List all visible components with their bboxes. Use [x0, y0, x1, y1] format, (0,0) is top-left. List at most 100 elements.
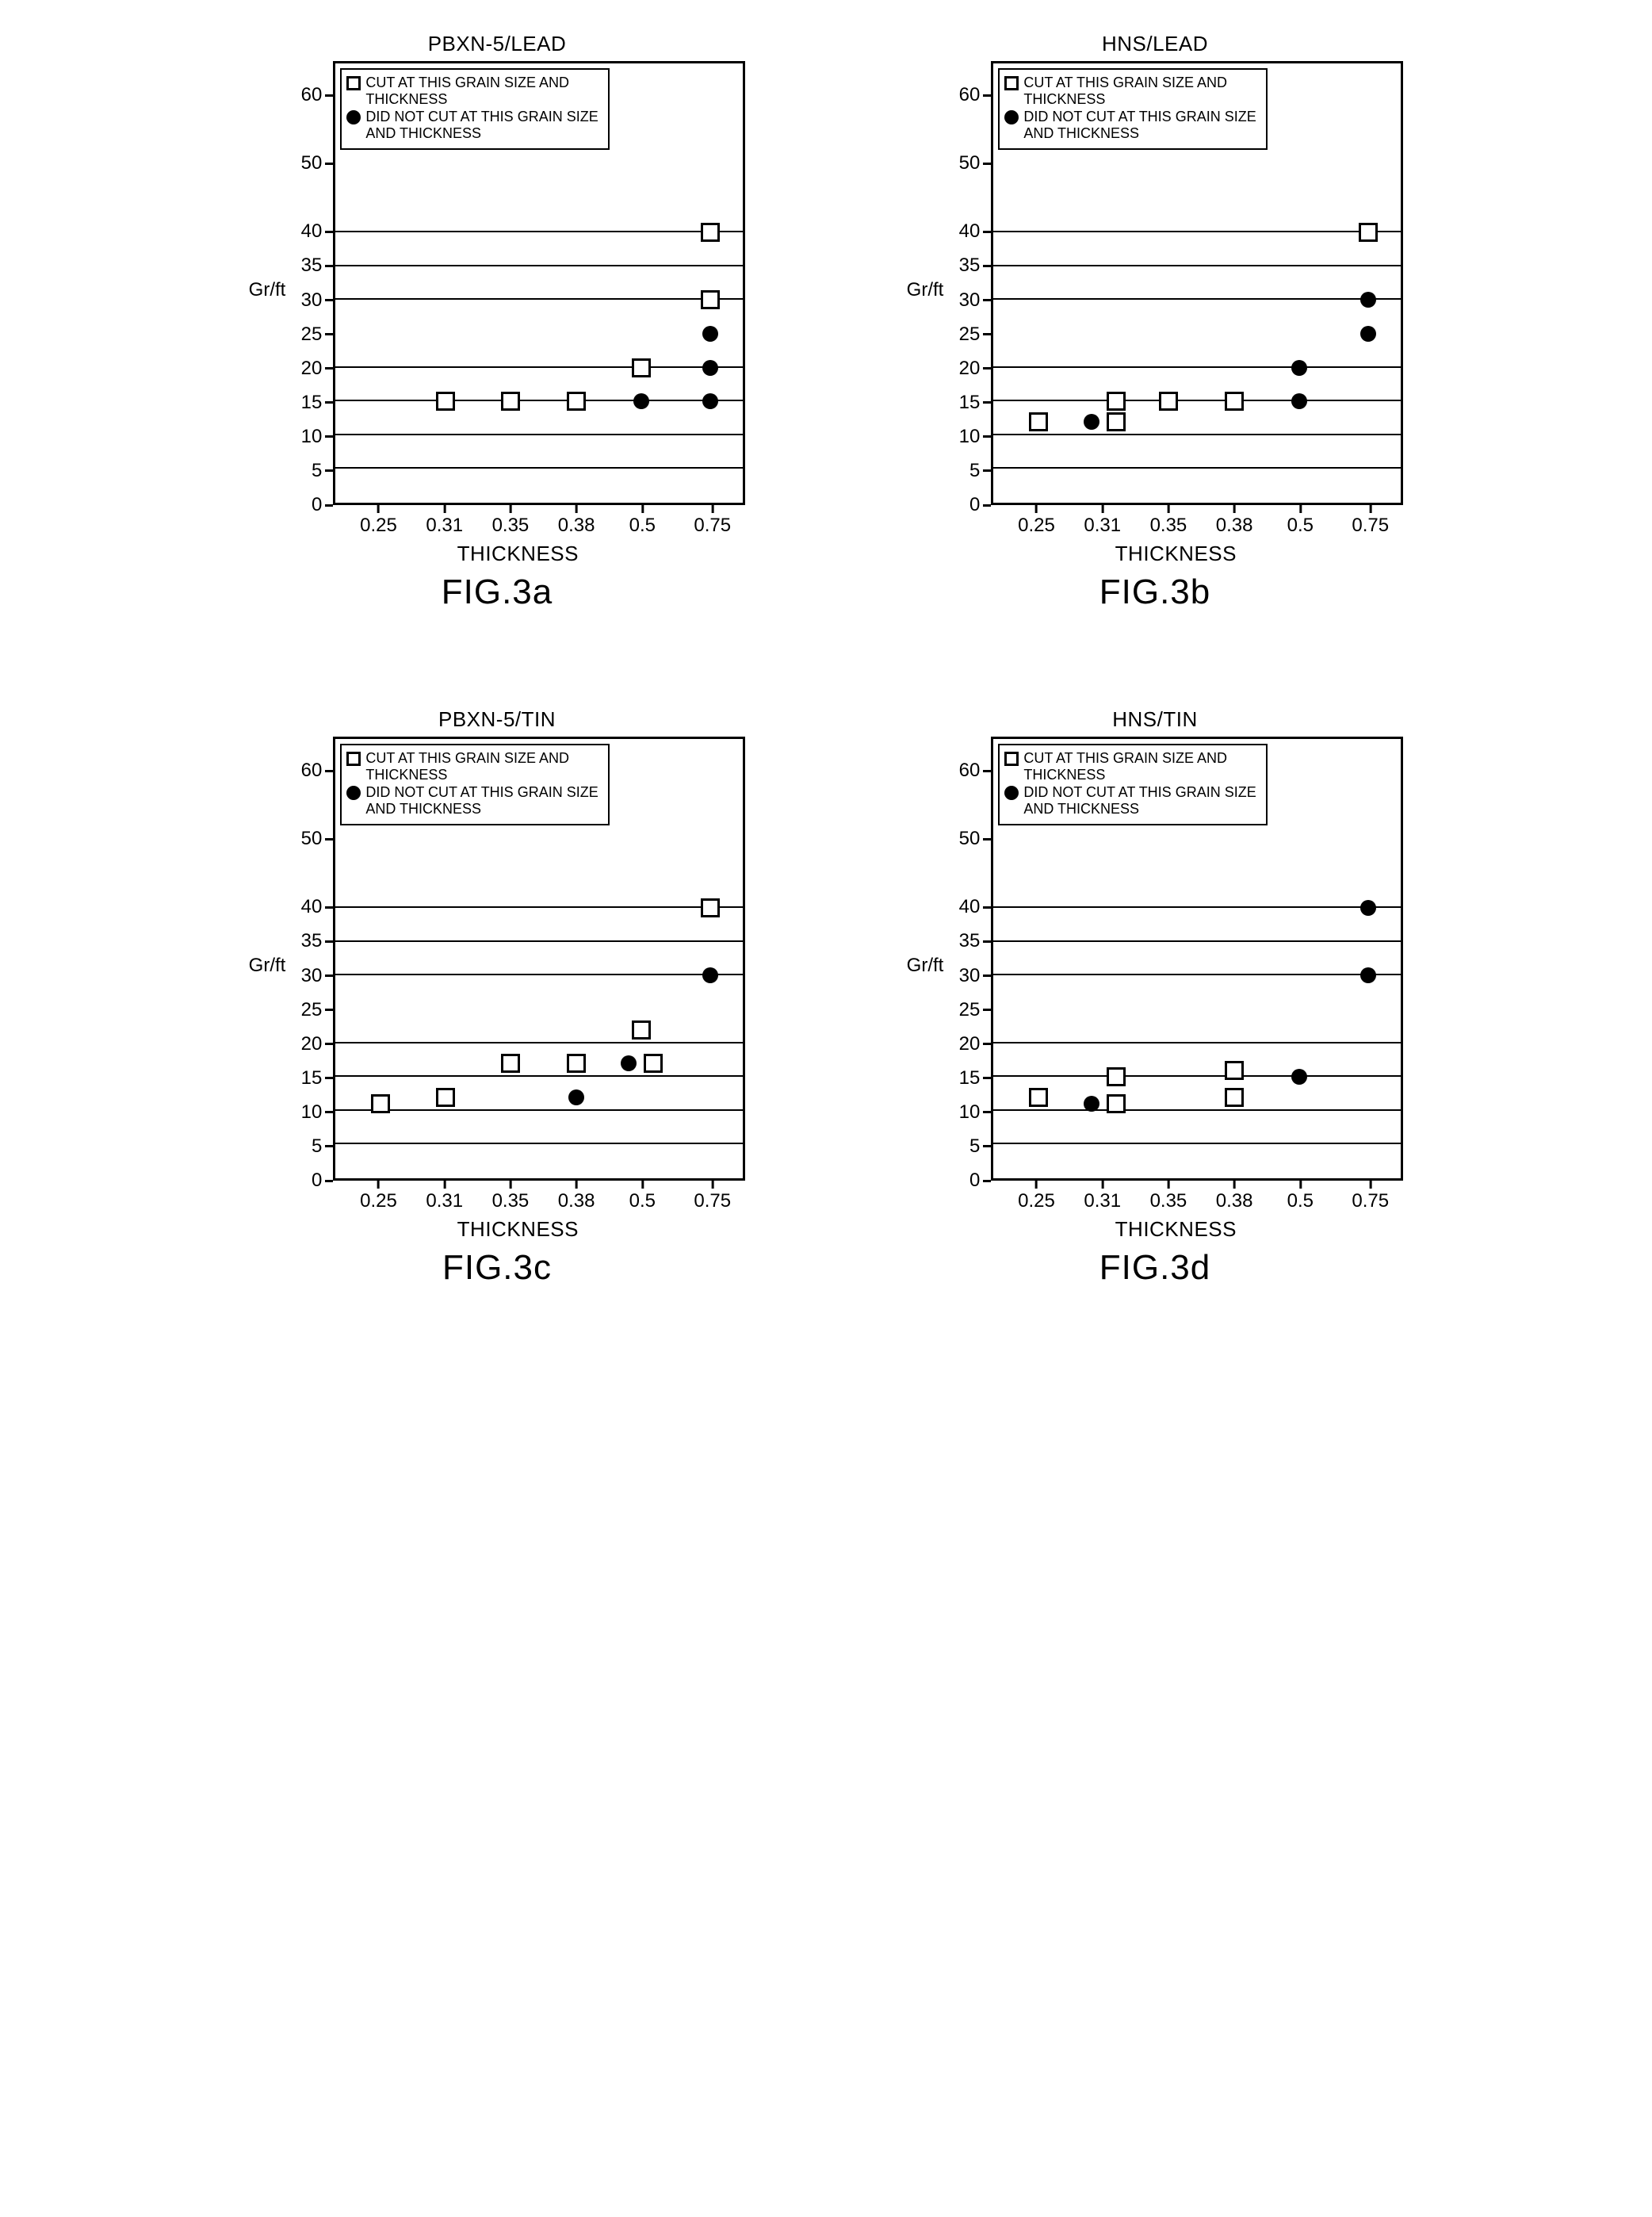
x-tick-label: 0.5	[1287, 1190, 1314, 1212]
gridline	[335, 265, 743, 266]
y-tick-label: 20	[301, 1033, 323, 1055]
y-tick-label: 30	[301, 289, 323, 312]
y-ticks: 05101520253035405060	[948, 737, 991, 1181]
cut-point	[1225, 392, 1244, 411]
square-marker-icon	[346, 76, 361, 90]
y-tick-mark	[983, 940, 991, 943]
gridline	[335, 940, 743, 942]
y-tick-mark	[325, 1180, 333, 1182]
y-tick-label: 40	[959, 220, 981, 243]
y-tick-mark	[983, 231, 991, 233]
y-tick-mark	[983, 1145, 991, 1147]
x-tick: 0.35	[492, 505, 530, 537]
y-tick-mark	[983, 435, 991, 438]
notcut-point	[1084, 1096, 1099, 1112]
cut-point	[632, 1020, 651, 1040]
x-tick-mark	[1035, 505, 1038, 513]
gridline	[993, 298, 1401, 300]
plot-row: 05101520253035405060CUT AT THIS GRAIN SI…	[290, 61, 745, 505]
x-tick-label: 0.25	[1018, 515, 1055, 537]
y-tick-label: 20	[959, 1033, 981, 1055]
legend-row-notcut: DID NOT CUT AT THIS GRAIN SIZE AND THICK…	[346, 109, 603, 141]
gridline	[993, 940, 1401, 942]
gridline	[993, 231, 1401, 232]
legend-row-cut: CUT AT THIS GRAIN SIZE AND THICKNESS	[346, 750, 603, 783]
figure-label: FIG.3c	[442, 1248, 552, 1288]
y-axis-label: Gr/ft	[249, 279, 286, 349]
y-tick-label: 30	[959, 965, 981, 987]
x-tick-label: 0.38	[558, 515, 595, 537]
figure-label: FIG.3a	[442, 572, 553, 612]
legend-row-cut: CUT AT THIS GRAIN SIZE AND THICKNESS	[1004, 750, 1261, 783]
y-axis-label: Gr/ft	[249, 955, 286, 1024]
x-tick-mark	[377, 505, 380, 513]
gridline	[993, 434, 1401, 435]
gridline	[335, 366, 743, 368]
x-ticks-row: 0.250.310.350.380.50.75	[290, 1181, 745, 1216]
gridline	[335, 231, 743, 232]
x-tick-label: 0.35	[1150, 515, 1187, 537]
cut-point	[632, 358, 651, 377]
x-tick-mark	[377, 1181, 380, 1189]
notcut-point	[702, 967, 718, 983]
x-tick-mark	[1101, 505, 1103, 513]
charts-grid: PBXN-5/LEADGr/ft05101520253035405060CUT …	[192, 32, 1460, 1288]
x-ticks-row: 0.250.310.350.380.50.75	[948, 505, 1403, 540]
y-tick-mark	[325, 265, 333, 267]
gridline	[993, 467, 1401, 469]
cut-point	[644, 1054, 663, 1073]
chart-wrapper: Gr/ft05101520253035405060CUT AT THIS GRA…	[907, 737, 1404, 1242]
x-tick-mark	[1299, 505, 1302, 513]
x-tick-mark	[641, 1181, 644, 1189]
x-tick-mark	[1369, 1181, 1371, 1189]
y-tick-mark	[325, 1009, 333, 1011]
y-tick-mark	[983, 367, 991, 370]
cut-point	[501, 392, 520, 411]
y-axis-label: Gr/ft	[907, 955, 944, 1024]
y-tick-mark	[325, 163, 333, 165]
gridline	[335, 434, 743, 435]
chart-title: HNS/LEAD	[1102, 32, 1208, 56]
plot-row: 05101520253035405060CUT AT THIS GRAIN SI…	[948, 61, 1403, 505]
plot-area: CUT AT THIS GRAIN SIZE AND THICKNESSDID …	[991, 737, 1403, 1181]
y-tick-label: 5	[969, 460, 980, 482]
legend: CUT AT THIS GRAIN SIZE AND THICKNESSDID …	[998, 68, 1268, 150]
x-tick-mark	[1233, 505, 1236, 513]
x-tick-label: 0.38	[558, 1190, 595, 1212]
y-tick-label: 20	[301, 358, 323, 380]
y-tick-label: 60	[301, 760, 323, 782]
y-tick-mark	[983, 906, 991, 909]
gridline	[335, 1109, 743, 1111]
gridline	[335, 298, 743, 300]
x-ticks-row: 0.250.310.350.380.50.75	[948, 1181, 1403, 1216]
plot-area: CUT AT THIS GRAIN SIZE AND THICKNESSDID …	[333, 61, 745, 505]
y-tick-label: 20	[959, 358, 981, 380]
y-tick-label: 30	[959, 289, 981, 312]
chart-wrapper: Gr/ft05101520253035405060CUT AT THIS GRA…	[249, 737, 746, 1242]
cut-point	[567, 1054, 586, 1073]
y-tick-label: 50	[959, 152, 981, 174]
square-marker-icon	[346, 752, 361, 766]
gridline	[993, 1109, 1401, 1111]
x-tick-mark	[1167, 1181, 1169, 1189]
y-tick-mark	[325, 1043, 333, 1045]
x-tick-label: 0.5	[1287, 515, 1314, 537]
x-tick: 0.5	[629, 1181, 656, 1212]
y-tick-label: 25	[301, 999, 323, 1021]
x-tick: 0.75	[1352, 1181, 1389, 1212]
gridline	[993, 265, 1401, 266]
gridline	[335, 906, 743, 908]
y-tick-mark	[325, 333, 333, 335]
y-tick-label: 0	[969, 1170, 980, 1192]
x-tick-label: 0.35	[492, 515, 530, 537]
y-ticks: 05101520253035405060	[290, 737, 333, 1181]
cut-point	[1029, 1088, 1048, 1107]
figure-label: FIG.3b	[1099, 572, 1211, 612]
legend: CUT AT THIS GRAIN SIZE AND THICKNESSDID …	[340, 744, 610, 825]
gridline	[993, 1042, 1401, 1043]
x-axis-label: THICKNESS	[457, 542, 579, 566]
x-tick: 0.75	[694, 1181, 731, 1212]
x-axis-label: THICKNESS	[457, 1217, 579, 1242]
x-axis-label: THICKNESS	[1115, 542, 1237, 566]
y-tick-label: 15	[301, 1067, 323, 1089]
